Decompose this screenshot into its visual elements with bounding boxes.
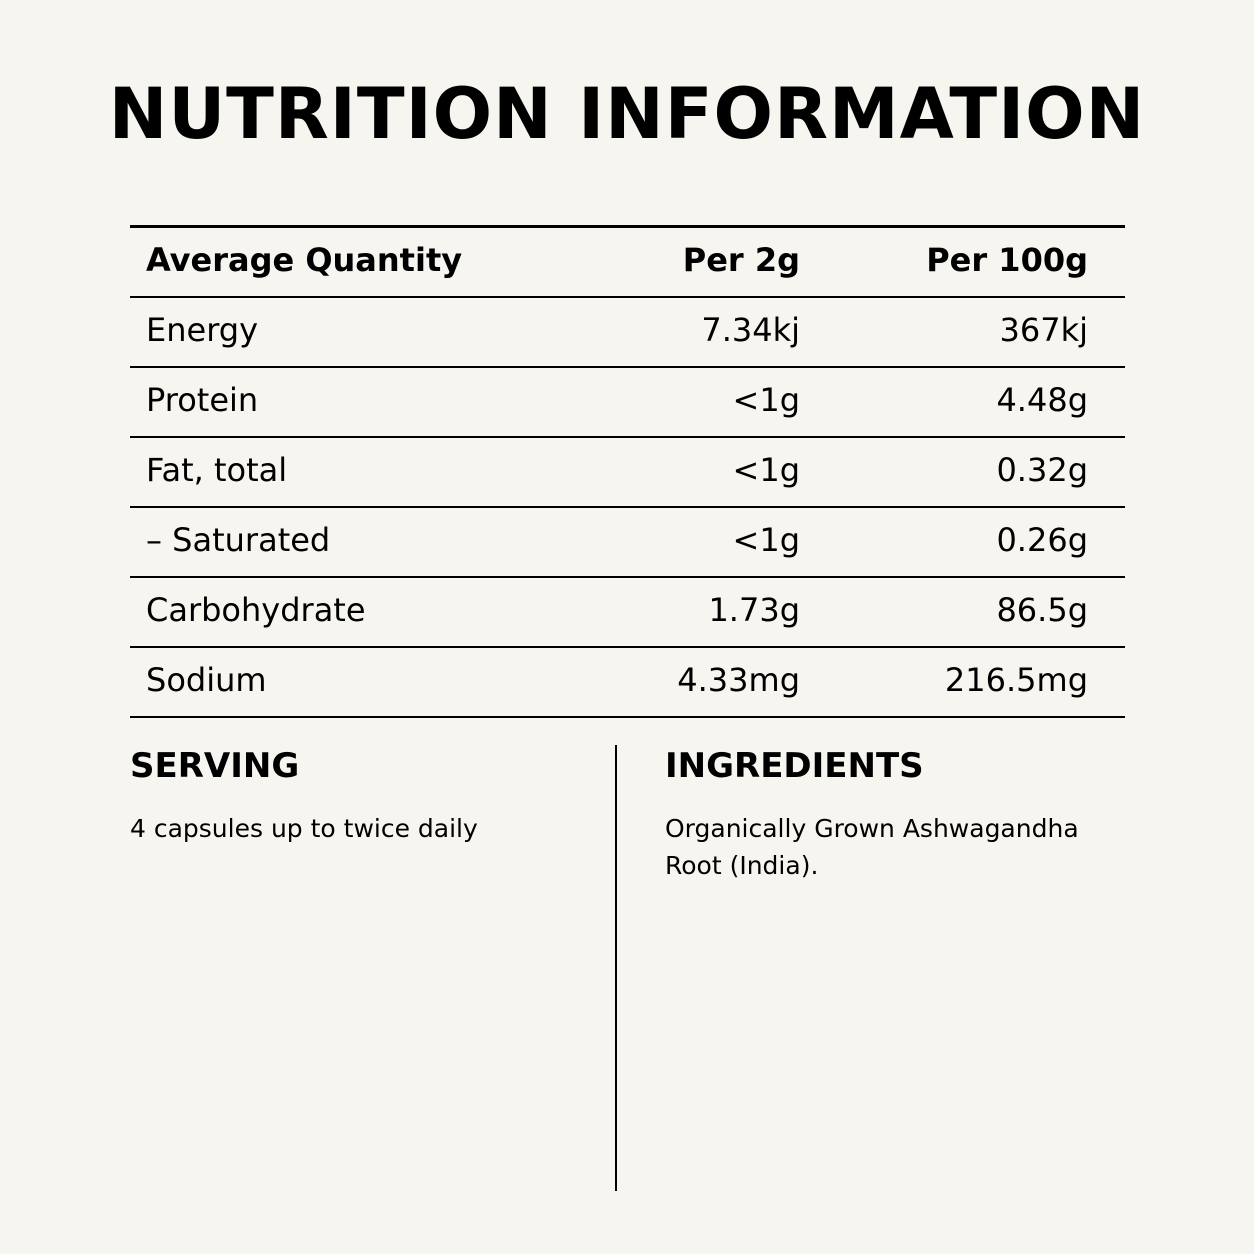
row-per-2g: 4.33mg xyxy=(677,661,800,699)
row-label: Energy xyxy=(146,311,259,349)
page-title: NUTRITION INFORMATION xyxy=(108,73,1146,155)
row-per-100g: 367kj xyxy=(999,311,1089,349)
row-label: Carbohydrate xyxy=(146,591,366,629)
header-per-2g: Per 2g xyxy=(682,241,800,279)
serving-heading: SERVING xyxy=(130,746,300,786)
ingredients-heading: INGREDIENTS xyxy=(665,746,924,786)
header-average-quantity: Average Quantity xyxy=(146,241,463,279)
ingredients-text: Organically Grown Ashwagandha Root (Indi… xyxy=(665,814,1079,880)
row-per-2g: <1g xyxy=(732,451,800,489)
table-row: Protein <1g 4.48g xyxy=(130,368,1125,438)
row-per-2g: <1g xyxy=(732,381,800,419)
nutrition-table: Average Quantity Per 2g Per 100g Energy … xyxy=(130,225,1125,718)
row-per-2g: <1g xyxy=(732,521,800,559)
row-per-100g: 0.26g xyxy=(996,521,1088,559)
table-row: Sodium 4.33mg 216.5mg xyxy=(130,648,1125,718)
row-per-100g: 4.48g xyxy=(996,381,1088,419)
table-row: Energy 7.34kj 367kj xyxy=(130,298,1125,368)
table-row: – Saturated <1g 0.26g xyxy=(130,508,1125,578)
row-label: – Saturated xyxy=(146,521,331,559)
row-per-100g: 86.5g xyxy=(996,591,1088,629)
row-per-100g: 216.5mg xyxy=(944,661,1088,699)
table-row: Fat, total <1g 0.32g xyxy=(130,438,1125,508)
row-label: Sodium xyxy=(146,661,267,699)
row-per-2g: 7.34kj xyxy=(701,311,800,349)
row-per-2g: 1.73g xyxy=(708,591,800,629)
header-per-100g: Per 100g xyxy=(926,241,1088,279)
serving-text: 4 capsules up to twice daily xyxy=(130,814,478,843)
row-label: Protein xyxy=(146,381,259,419)
row-per-100g: 0.32g xyxy=(996,451,1088,489)
table-row: Carbohydrate 1.73g 86.5g xyxy=(130,578,1125,648)
section-divider xyxy=(615,745,617,1191)
row-label: Fat, total xyxy=(146,451,288,489)
table-header-row: Average Quantity Per 2g Per 100g xyxy=(130,228,1125,298)
